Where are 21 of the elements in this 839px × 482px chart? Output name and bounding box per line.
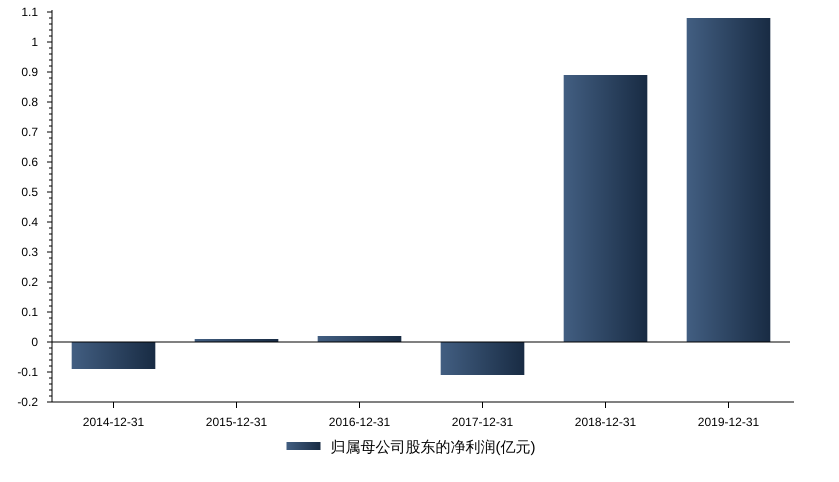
x-tick-label: 2018-12-31 bbox=[574, 415, 637, 429]
y-tick-label: 0.4 bbox=[21, 215, 38, 229]
x-tick-label: 2019-12-31 bbox=[698, 415, 760, 429]
y-tick-label: 1 bbox=[31, 35, 38, 49]
y-tick-label: 0.3 bbox=[21, 245, 38, 259]
y-tick-label: 0.5 bbox=[21, 185, 38, 199]
y-tick-label: 1.1 bbox=[21, 5, 38, 19]
y-tick-label: 0.1 bbox=[21, 305, 38, 319]
y-tick-label: 0.2 bbox=[21, 275, 38, 289]
y-tick-label: 0.7 bbox=[21, 125, 38, 139]
y-tick-label: 0 bbox=[31, 335, 38, 349]
y-tick-label: -0.1 bbox=[17, 365, 38, 379]
y-tick-label: 0.9 bbox=[21, 65, 38, 79]
x-tick-label: 2016-12-31 bbox=[328, 415, 391, 429]
x-tick-label: 2017-12-31 bbox=[452, 415, 514, 429]
x-tick-label: 2015-12-31 bbox=[206, 415, 268, 429]
x-tick-label: 2014-12-31 bbox=[82, 415, 145, 429]
legend-label: 归属母公司股东的净利润(亿元) bbox=[330, 439, 536, 456]
y-tick-label: 0.6 bbox=[21, 155, 38, 169]
y-tick-label: -0.2 bbox=[17, 395, 38, 409]
y-tick-label: 0.8 bbox=[21, 95, 38, 109]
